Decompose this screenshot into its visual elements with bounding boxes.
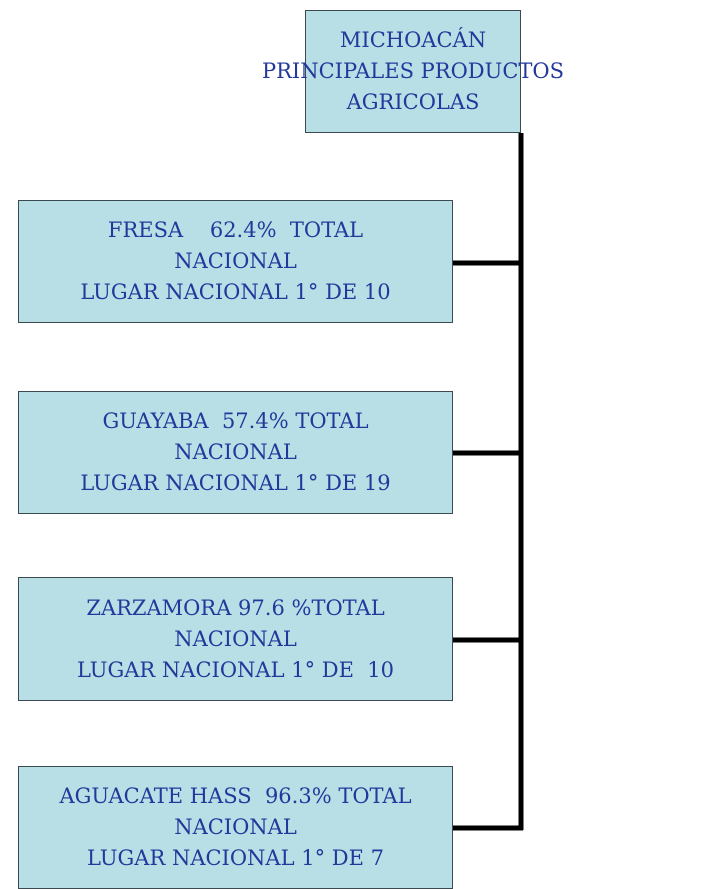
node-text: NACIONAL — [174, 626, 297, 651]
node-text: GUAYABA 57.4% TOTAL — [102, 409, 369, 433]
node-text: LUGAR NACIONAL 1° DE 19 — [80, 471, 391, 495]
node-text: AGUACATE HASS 96.3% TOTAL — [59, 784, 412, 808]
node-text: LUGAR NACIONAL 1° DE 7 — [87, 846, 384, 870]
node-text: NACIONAL — [174, 440, 297, 464]
root-node: MICHOACÁN PRINCIPALES PRODUCTOS AGRICOLA… — [262, 10, 564, 133]
node-text: NACIONAL — [174, 815, 297, 839]
node-text: NACIONAL — [174, 249, 297, 273]
node-text: MICHOACÁN — [339, 28, 487, 52]
child-node: FRESA 62.4% TOTAL NACIONAL LUGAR NACIONA… — [18, 200, 453, 323]
node-text: LUGAR NACIONAL 1° DE 10 — [80, 280, 391, 304]
child-node: GUAYABA 57.4% TOTAL NACIONAL LUGAR NACIO… — [18, 391, 453, 514]
child-node: AGUACATE HASS 96.3% TOTAL NACIONAL LUGAR… — [18, 766, 453, 889]
child-node: ZARZAMORA 97.6 %TOTAL NACIONAL LUGAR NAC… — [18, 577, 453, 701]
node-text: FRESA 62.4% TOTAL — [107, 218, 364, 242]
node-text: AGRICOLAS — [346, 90, 480, 114]
node-text: LUGAR NACIONAL 1° DE 10 — [77, 657, 394, 682]
node-text: ZARZAMORA 97.6 %TOTAL — [86, 595, 385, 620]
node-text: PRINCIPALES PRODUCTOS — [261, 59, 565, 83]
